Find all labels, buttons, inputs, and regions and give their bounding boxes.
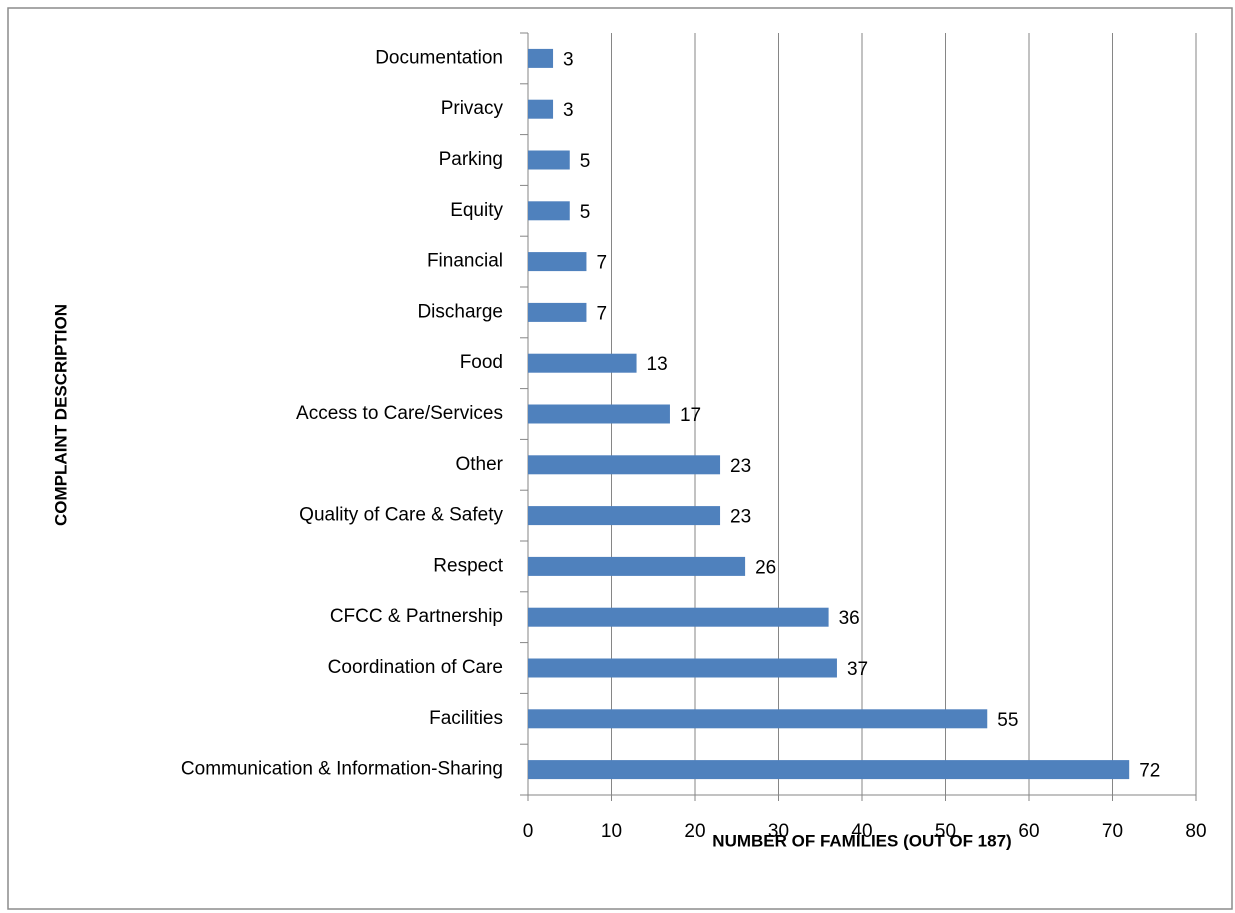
x-tick-label: 70 xyxy=(1102,821,1123,842)
data-label: 36 xyxy=(839,608,860,629)
x-tick-label: 30 xyxy=(768,821,789,842)
y-tick-label: Equity xyxy=(450,200,503,221)
x-axis-title: NUMBER OF FAMILIES (OUT OF 187) xyxy=(712,831,1011,850)
bar xyxy=(528,99,554,119)
bar xyxy=(528,607,829,627)
x-tick-label: 80 xyxy=(1185,821,1206,842)
y-tick-label: Facilities xyxy=(429,708,503,729)
y-tick-label: Coordination of Care xyxy=(328,657,503,678)
data-label: 7 xyxy=(596,253,607,274)
data-label: 72 xyxy=(1139,761,1160,782)
data-label: 17 xyxy=(680,405,701,426)
data-label: 7 xyxy=(596,303,607,324)
x-tick-label: 40 xyxy=(851,821,872,842)
y-tick-label: Other xyxy=(455,454,503,475)
y-tick-label: Communication & Information-Sharing xyxy=(181,759,503,780)
data-label: 5 xyxy=(580,151,591,172)
y-tick-label: CFCC & Partnership xyxy=(330,606,503,627)
y-tick-label: Access to Care/Services xyxy=(296,403,503,424)
bar xyxy=(528,760,1130,780)
bar xyxy=(528,48,554,68)
y-tick-label: Parking xyxy=(439,149,503,170)
y-tick-label: Food xyxy=(460,352,503,373)
y-tick-label: Documentation xyxy=(375,47,503,68)
data-label: 26 xyxy=(755,557,776,578)
x-tick-label: 50 xyxy=(935,821,956,842)
data-label: 55 xyxy=(997,710,1018,731)
bar xyxy=(528,404,670,424)
data-label: 5 xyxy=(580,202,591,223)
bar xyxy=(528,201,570,221)
bar xyxy=(528,150,570,170)
x-tick-label: 60 xyxy=(1018,821,1039,842)
y-tick-label: Privacy xyxy=(441,98,504,119)
x-tick-label: 20 xyxy=(684,821,705,842)
y-tick-label: Quality of Care & Safety xyxy=(299,505,503,526)
y-tick-label: Financial xyxy=(427,251,503,272)
bar xyxy=(528,353,637,373)
y-axis-title: COMPLAINT DESCRIPTION xyxy=(51,304,70,526)
x-tick-label: 10 xyxy=(601,821,622,842)
bar xyxy=(528,709,988,729)
data-label: 23 xyxy=(730,507,751,528)
bar xyxy=(528,455,721,475)
data-label: 37 xyxy=(847,659,868,680)
data-label: 23 xyxy=(730,456,751,477)
x-tick-label: 0 xyxy=(523,821,534,842)
bar xyxy=(528,506,721,526)
data-label: 3 xyxy=(563,100,574,121)
bar xyxy=(528,252,587,272)
y-tick-label: Discharge xyxy=(417,301,503,322)
data-label: 3 xyxy=(563,49,574,70)
y-tick-label: Respect xyxy=(433,555,503,576)
bar xyxy=(528,556,746,576)
bar xyxy=(528,658,837,678)
data-label: 13 xyxy=(647,354,668,375)
bar xyxy=(528,302,587,322)
